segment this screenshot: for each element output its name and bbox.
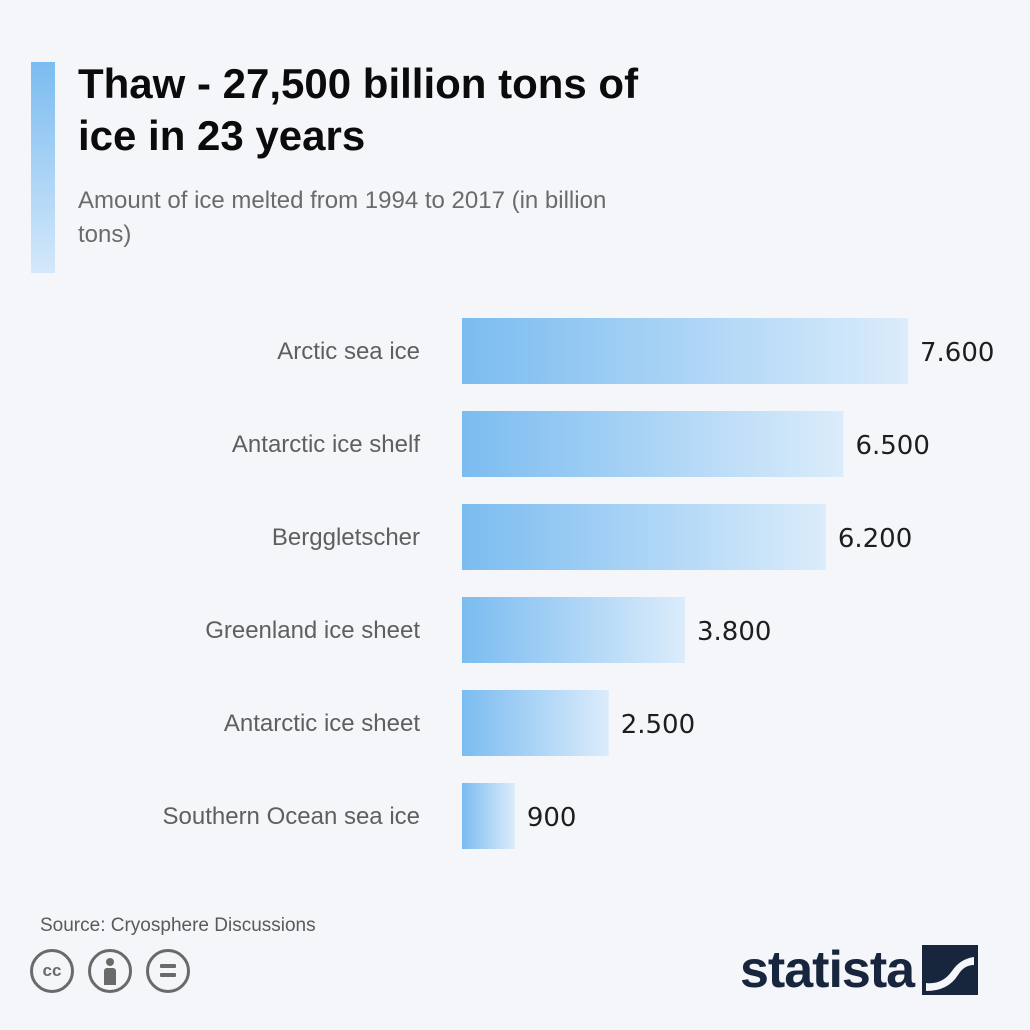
category-label: Greenland ice sheet bbox=[205, 617, 420, 644]
nd-icon[interactable] bbox=[146, 949, 190, 993]
nd-line-top bbox=[160, 964, 176, 968]
category-label: Arctic sea ice bbox=[277, 338, 420, 365]
by-body bbox=[104, 968, 116, 985]
value-label: 6.200 bbox=[838, 524, 912, 554]
bar bbox=[462, 690, 609, 756]
cc-text: cc bbox=[42, 961, 62, 980]
statista-logo[interactable]: statista bbox=[740, 940, 979, 1000]
source-note: Source: Cryosphere Discussions bbox=[40, 915, 316, 936]
nd-line-bottom bbox=[160, 973, 176, 977]
value-label: 3.800 bbox=[697, 617, 771, 647]
category-label: Antarctic ice sheet bbox=[224, 710, 420, 737]
category-label: Berggletscher bbox=[272, 524, 420, 551]
value-label: 900 bbox=[527, 803, 577, 833]
bar bbox=[462, 318, 908, 384]
value-label: 6.500 bbox=[855, 431, 929, 461]
statista-mark-icon bbox=[922, 945, 979, 995]
brand-wordmark: statista bbox=[740, 941, 915, 999]
bar bbox=[462, 411, 844, 477]
bar bbox=[462, 597, 685, 663]
license-icons: cc bbox=[30, 949, 190, 993]
value-label: 7.600 bbox=[920, 338, 994, 368]
category-label: Antarctic ice shelf bbox=[232, 431, 420, 458]
accent-bar bbox=[31, 62, 55, 273]
by-icon[interactable] bbox=[88, 949, 132, 993]
page-title: Thaw - 27,500 billion tons of ice in 23 … bbox=[78, 60, 639, 159]
bar-chart: Arctic sea ice 7.600 Antarctic ice shelf 6.… bbox=[163, 318, 994, 849]
bar bbox=[462, 783, 515, 849]
value-label: 2.500 bbox=[621, 710, 695, 740]
page-subtitle: Amount of ice melted from 1994 to 2017 (… bbox=[78, 187, 607, 248]
bar bbox=[462, 504, 826, 570]
by-head bbox=[106, 958, 114, 966]
cc-icon[interactable]: cc bbox=[30, 949, 74, 993]
category-label: Southern Ocean sea ice bbox=[163, 803, 421, 830]
